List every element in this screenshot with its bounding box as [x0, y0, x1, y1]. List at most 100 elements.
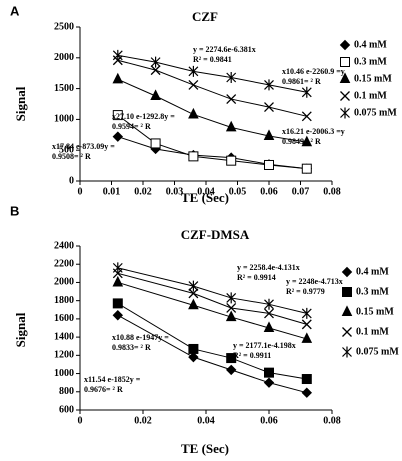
- series-line: [117, 136, 307, 170]
- legend-marker: [340, 91, 350, 101]
- marker: [112, 110, 123, 121]
- marker: [264, 308, 274, 319]
- annotation: x10.46 e-2260.9 =y: [282, 67, 345, 76]
- marker: [263, 321, 275, 332]
- marker: [112, 262, 123, 274]
- marker: [188, 288, 199, 299]
- marker: [301, 387, 313, 398]
- annotation: R² = 0.9911: [233, 351, 271, 360]
- annotation: 0.9594= ² R: [112, 122, 151, 131]
- legend-marker: [340, 57, 350, 67]
- legend-label: 0.075 mM: [356, 346, 399, 357]
- legend-marker: [342, 327, 352, 337]
- x-tick-label: 0.06: [260, 186, 278, 197]
- marker: [301, 307, 312, 319]
- marker: [264, 102, 274, 113]
- x-tick-label: 0.08: [323, 415, 341, 426]
- x-tick-label: 0.01: [103, 186, 121, 197]
- annotation: x16.21 e-2006.3 =y: [282, 127, 345, 136]
- annotation: y = 2274.6e-6.381x: [193, 45, 256, 54]
- y-axis-label: Signal: [13, 86, 28, 121]
- marker: [150, 138, 161, 149]
- annotation: R² = 0.9914: [237, 273, 276, 282]
- annotation: 0.9849= ² R: [282, 137, 321, 146]
- y-tick-label: 2500: [54, 21, 74, 32]
- annotation: y = 2258.4e-4.131x: [237, 263, 300, 272]
- y-tick-label: 800: [59, 386, 74, 397]
- series-line: [117, 78, 307, 143]
- marker: [226, 155, 237, 166]
- y-tick-label: 2200: [54, 259, 74, 270]
- x-axis-label: TE (Sec): [181, 441, 229, 456]
- legend-label: 0.3 mM: [356, 286, 389, 297]
- x-tick-label: 0.03: [166, 186, 184, 197]
- y-axis-label: Signal: [13, 312, 28, 347]
- marker: [188, 280, 199, 292]
- y-tick-label: 1200: [54, 350, 74, 361]
- x-tick-label: 0.06: [260, 415, 278, 426]
- y-tick-label: 600: [59, 404, 74, 415]
- marker: [264, 367, 274, 378]
- marker: [112, 49, 123, 61]
- marker: [226, 353, 237, 364]
- marker: [188, 151, 199, 162]
- x-tick-label: 0.04: [197, 186, 215, 197]
- marker: [301, 163, 312, 174]
- y-tick-label: 500: [59, 144, 74, 155]
- marker: [264, 298, 274, 310]
- annotation: R² = 0.9779: [286, 287, 325, 296]
- marker: [112, 72, 124, 84]
- marker: [225, 120, 237, 132]
- marker: [150, 65, 161, 76]
- marker: [225, 310, 237, 322]
- y-tick-label: 1400: [54, 331, 74, 342]
- series-line: [117, 59, 307, 117]
- legend-label: 0.1 mM: [356, 326, 389, 337]
- legend-label: 0.1 mM: [354, 90, 387, 101]
- legend-label: 0.15 mM: [354, 73, 392, 84]
- legend-marker: [341, 305, 353, 316]
- annotation: x11.54 e-1852y =: [84, 375, 141, 384]
- x-tick-label: 0.02: [134, 415, 152, 426]
- marker: [264, 79, 274, 91]
- panel-label: B: [10, 203, 19, 218]
- annotation: 0.9676= ² R: [84, 385, 123, 394]
- marker: [226, 302, 237, 313]
- marker: [301, 86, 312, 98]
- series-line: [117, 54, 307, 93]
- legend-marker: [339, 72, 351, 83]
- legend-marker: [342, 346, 352, 358]
- y-tick-label: 2400: [54, 240, 74, 251]
- legend-marker: [342, 287, 352, 297]
- legend-label: 0.4 mM: [356, 266, 389, 277]
- y-tick-label: 2000: [54, 52, 74, 63]
- marker: [301, 332, 313, 343]
- marker: [226, 94, 237, 105]
- marker: [225, 364, 237, 376]
- marker: [226, 72, 237, 84]
- x-tick-label: 0: [78, 186, 83, 197]
- legend-label: 0.3 mM: [354, 56, 387, 67]
- y-tick-label: 0: [69, 175, 74, 186]
- marker: [226, 292, 237, 304]
- marker: [112, 310, 124, 321]
- annotation: x27.10 e-1292.8y =: [112, 112, 175, 121]
- marker: [150, 89, 161, 100]
- marker: [301, 135, 313, 147]
- x-tick-label: 0.08: [323, 186, 341, 197]
- x-tick-label: 0.02: [134, 186, 152, 197]
- series-line: [117, 114, 307, 170]
- marker: [112, 131, 124, 142]
- legend-label: 0.075 mM: [354, 107, 397, 118]
- y-tick-label: 1000: [54, 114, 74, 125]
- annotation: x17.84 e-873.09y =: [52, 142, 115, 151]
- chart-title: CZF: [192, 9, 218, 24]
- legend-marker: [339, 39, 351, 51]
- marker: [264, 159, 274, 170]
- legend-marker: [341, 266, 353, 278]
- marker: [112, 298, 123, 309]
- marker: [188, 79, 199, 90]
- x-axis-label: TE (Sec): [181, 190, 229, 205]
- legend-label: 0.4 mM: [354, 39, 387, 50]
- marker: [263, 129, 275, 141]
